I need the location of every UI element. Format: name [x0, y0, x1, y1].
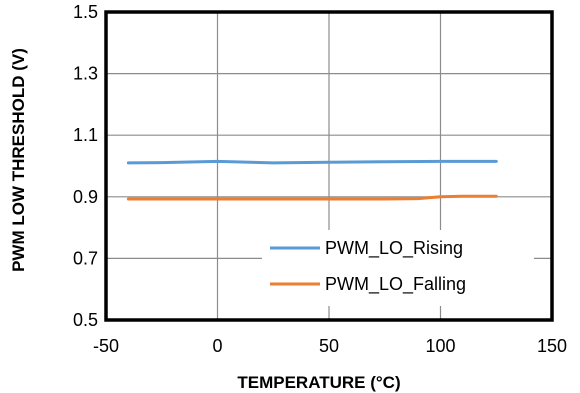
- x-tick-label: -50: [93, 336, 119, 356]
- series-lines: [126, 159, 498, 201]
- x-tick-labels: -50 0 50 100 150: [93, 336, 567, 356]
- series-line-pwm-lo-rising: [126, 159, 498, 165]
- x-tick-label: 50: [319, 336, 339, 356]
- y-tick-label: 1.5: [73, 2, 98, 22]
- y-tick-label: 0.7: [73, 248, 98, 268]
- legend-background: [262, 230, 534, 306]
- x-tick-label: 0: [212, 336, 222, 356]
- x-tick-label: 150: [537, 336, 567, 356]
- series-line-pwm-lo-falling: [126, 194, 498, 201]
- y-axis-title: PWM LOW THRESHOLD (V): [9, 48, 28, 272]
- legend-label: PWM_LO_Falling: [325, 274, 466, 295]
- plot-frame: [104, 10, 554, 322]
- legend: PWM_LO_Rising PWM_LO_Falling: [270, 238, 466, 295]
- y-tick-labels: 0.5 0.7 0.9 1.1 1.3 1.5: [73, 2, 98, 330]
- y-tick-label: 0.5: [73, 310, 98, 330]
- x-axis-title: TEMPERATURE (°C): [237, 373, 400, 392]
- x-tick-label: 100: [425, 336, 455, 356]
- y-tick-label: 1.3: [73, 64, 98, 84]
- y-tick-label: 1.1: [73, 125, 98, 145]
- y-tick-label: 0.9: [73, 187, 98, 207]
- legend-label: PWM_LO_Rising: [325, 238, 463, 259]
